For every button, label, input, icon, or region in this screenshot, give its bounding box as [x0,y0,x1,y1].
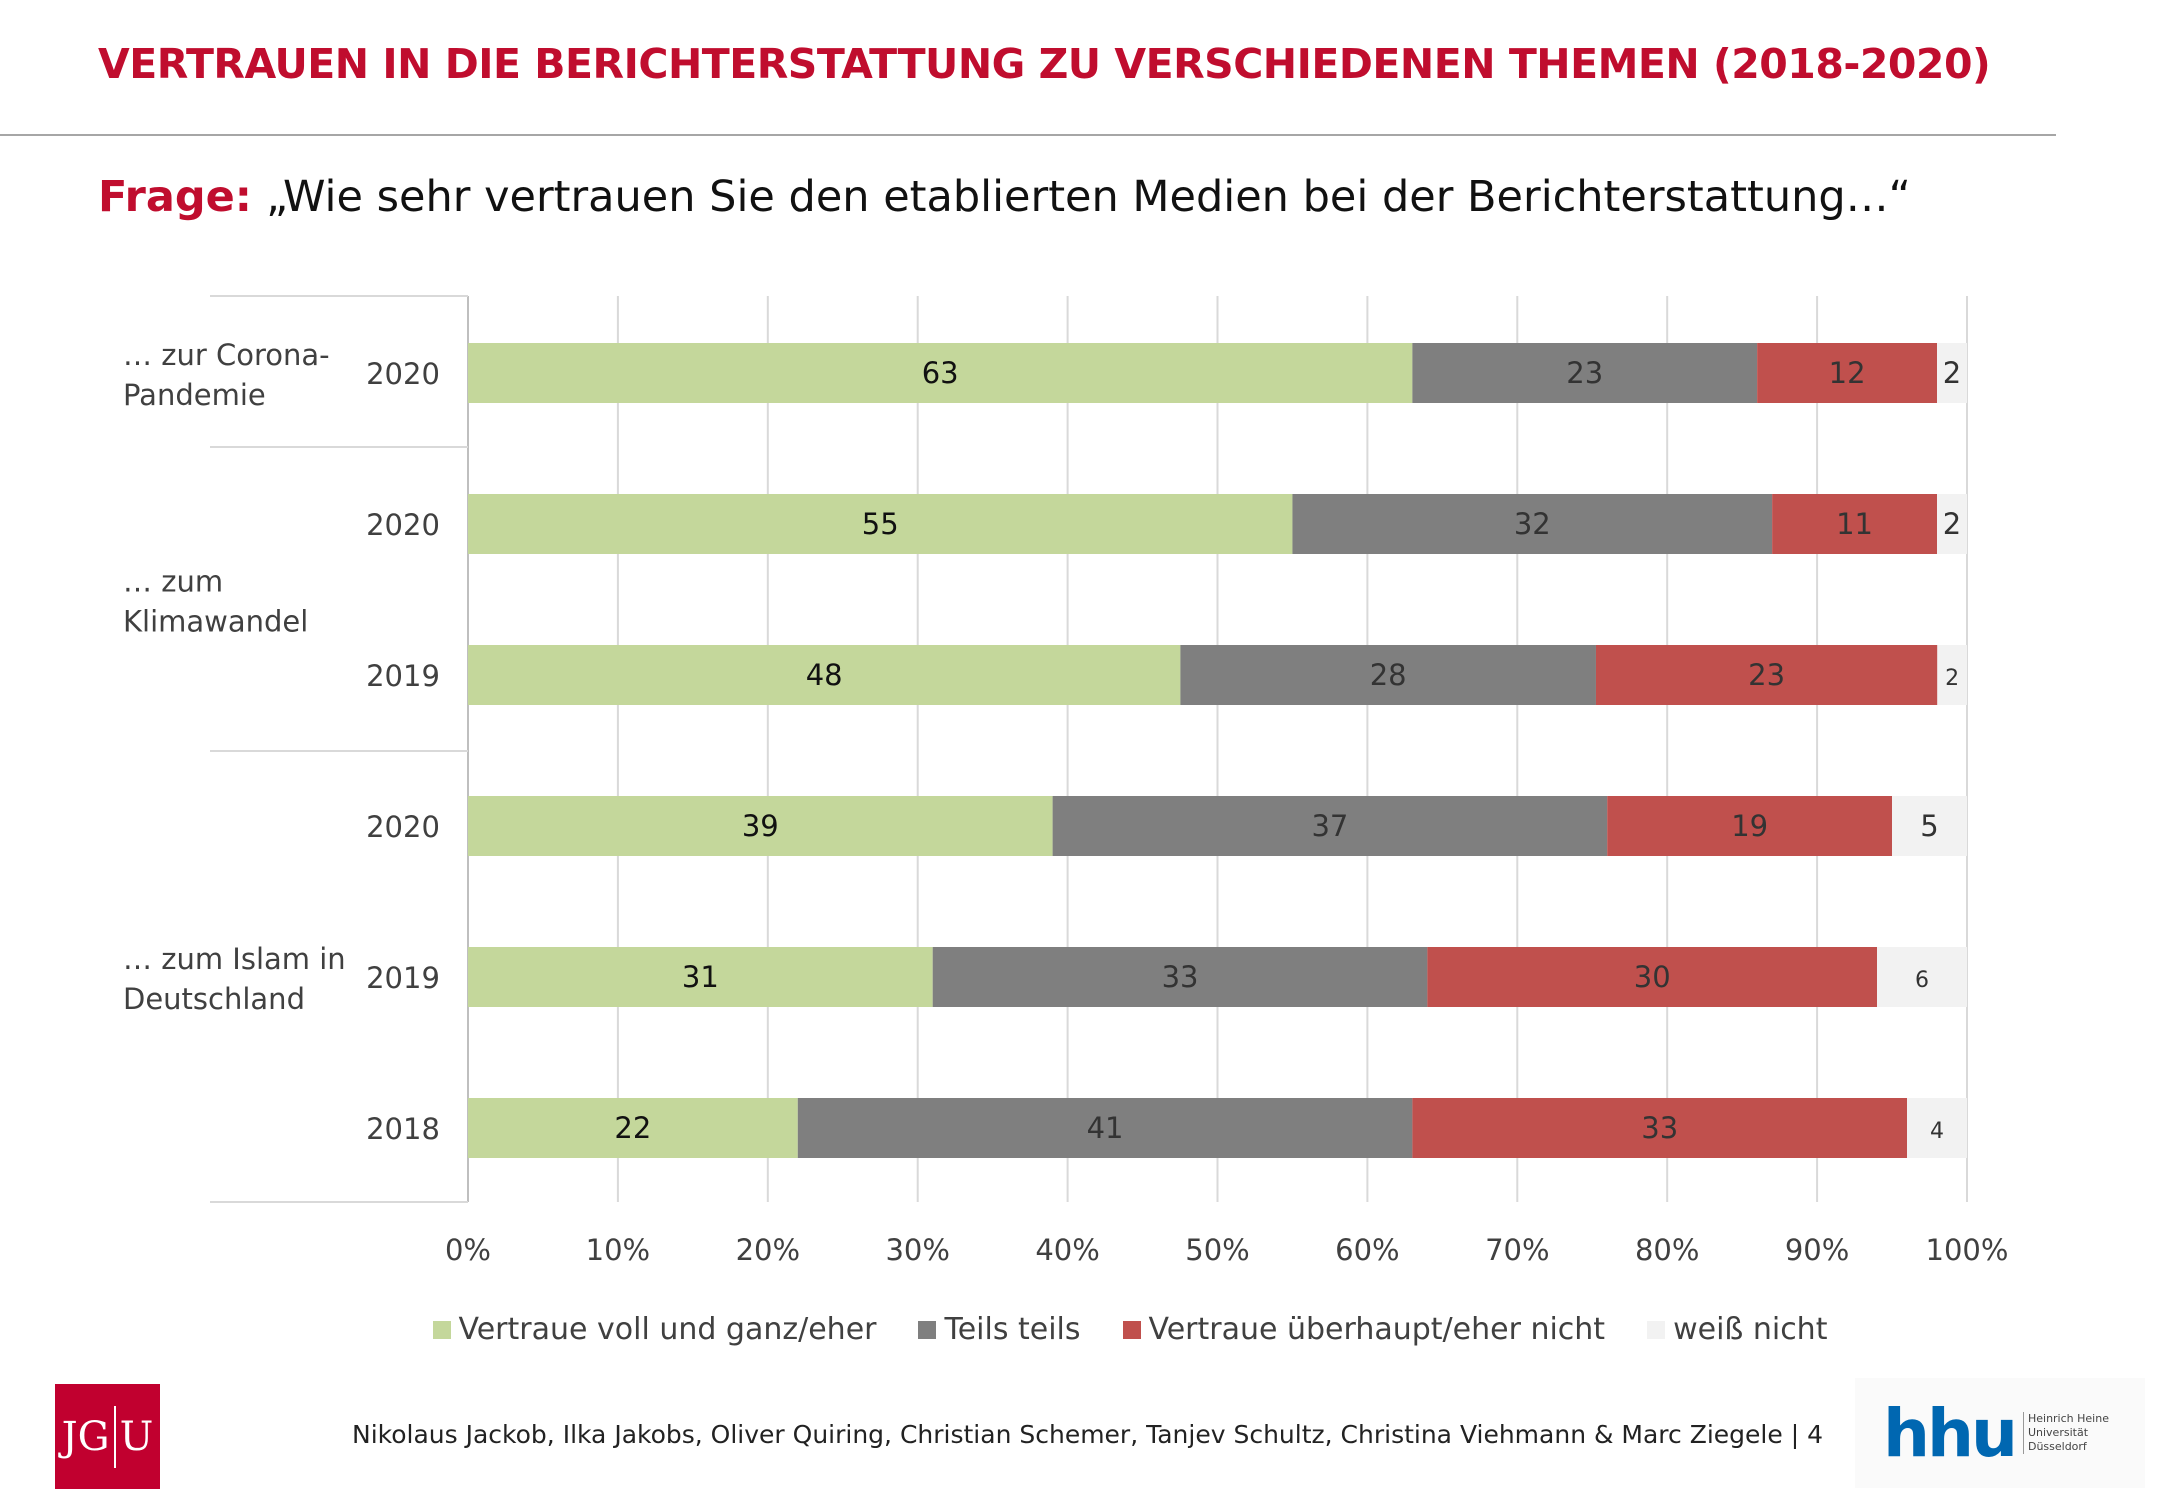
year-label: 2019 [366,659,440,693]
data-label: 23 [1748,658,1785,692]
bar-segment [468,796,1053,856]
data-label: 12 [1829,356,1866,390]
bar-segment [468,1098,798,1158]
data-label: 39 [742,809,779,843]
question-label: Frage: [98,172,252,222]
x-tick-label: 90% [1785,1233,1849,1267]
x-tick-label: 60% [1335,1233,1399,1267]
legend-swatch [918,1320,937,1339]
bar-segment [1937,343,1967,403]
legend-item: weiß nicht [1647,1312,1827,1347]
x-tick-label: 0% [445,1233,491,1267]
year-label: 2018 [366,1112,440,1146]
x-tick-label: 40% [1035,1233,1099,1267]
question-text: „Wie sehr vertrauen Sie den etablierten … [266,172,1911,222]
legend-item: Teils teils [918,1312,1081,1347]
stacked-bar-chart: 0% 10% 20% 30% 40% 50% 60% 70% 80% 90% 100% … zur C… [123,295,2009,1267]
bar-segment [1427,947,1878,1007]
year-label: 2020 [366,357,440,391]
bar-segment [1412,1098,1908,1158]
data-label: 22 [614,1111,651,1145]
bar-segment [1892,796,1967,856]
bar-segment [1052,796,1608,856]
bar-segment [1772,494,1938,554]
bar-segment [1595,645,1938,705]
data-label: 48 [806,658,843,692]
data-label: 31 [682,960,719,994]
year-label: 2020 [366,508,440,542]
data-label: 2 [1945,666,1959,691]
data-label: 6 [1915,968,1929,993]
year-label: 2020 [366,810,440,844]
x-tick-label: 50% [1185,1233,1249,1267]
jgu-logo: JG U [55,1384,160,1489]
legend-swatch [1647,1320,1666,1339]
legend-label: Teils teils [944,1312,1081,1347]
x-tick-label: 10% [586,1233,650,1267]
data-label: 63 [922,356,959,390]
data-label: 5 [1920,809,1938,843]
data-label: 30 [1634,960,1671,994]
legend-label: Vertraue voll und ganz/eher [458,1312,877,1347]
data-label: 37 [1311,809,1348,843]
legend-swatch [1122,1320,1141,1339]
data-label: 4 [1930,1119,1944,1144]
bar-segment [1877,947,1967,1007]
data-label: 19 [1731,809,1768,843]
legend-label: weiß nicht [1673,1312,1828,1347]
group-label: … zum Klimawandel [123,565,308,639]
bar-segment [468,645,1181,705]
title-divider [0,134,2056,136]
data-label: 55 [862,507,899,541]
x-tick-label: 100% [1926,1233,2009,1267]
bar-segment [1292,494,1773,554]
footer-authors: Nikolaus Jackob, Ilka Jakobs, Oliver Qui… [352,1420,1823,1449]
legend-item: Vertraue voll und ganz/eher [432,1312,877,1347]
legend-swatch [432,1320,451,1339]
bar-segment [932,947,1428,1007]
chart-legend: Vertraue voll und ganz/eher Teils teils Ve… [0,1312,2160,1347]
slide-title: VERTRAUEN IN DIE BERICHTERSTATTUNG ZU VE… [98,40,1991,88]
x-tick-label: 20% [736,1233,800,1267]
bar-segment [468,343,1413,403]
x-tick-label: 80% [1635,1233,1699,1267]
legend-item: Vertraue überhaupt/eher nicht [1122,1312,1606,1347]
data-label: 23 [1566,356,1603,390]
bar-segment [1907,1098,1967,1158]
bar-segment [1412,343,1758,403]
data-label: 33 [1641,1111,1678,1145]
bar-segment [1607,796,1893,856]
data-label: 41 [1087,1111,1124,1145]
x-tick-label: 30% [885,1233,949,1267]
x-tick-label: 70% [1485,1233,1549,1267]
bar-segment [1937,494,1967,554]
data-label: 11 [1836,507,1873,541]
bar-segment [797,1098,1413,1158]
bar-segment [468,947,933,1007]
data-label: 2 [1943,356,1961,390]
group-label: … zur Corona-Pandemie [123,338,330,412]
bar-segment [1180,645,1596,705]
legend-label: Vertraue überhaupt/eher nicht [1148,1312,1606,1347]
hhu-logo: hhu Heinrich Heine Universität Düsseldorf [1855,1378,2145,1488]
bar-segment [1757,343,1938,403]
group-label: … zum Islam in Deutschland [123,942,346,1016]
year-label: 2019 [366,961,440,995]
bar-segment [1937,645,1967,705]
bar-segment [468,494,1293,554]
data-label: 2 [1943,507,1961,541]
data-label: 33 [1162,960,1199,994]
data-label: 28 [1370,658,1407,692]
question: Frage: „Wie sehr vertrauen Sie den etabli… [98,172,1911,222]
data-label: 32 [1514,507,1551,541]
